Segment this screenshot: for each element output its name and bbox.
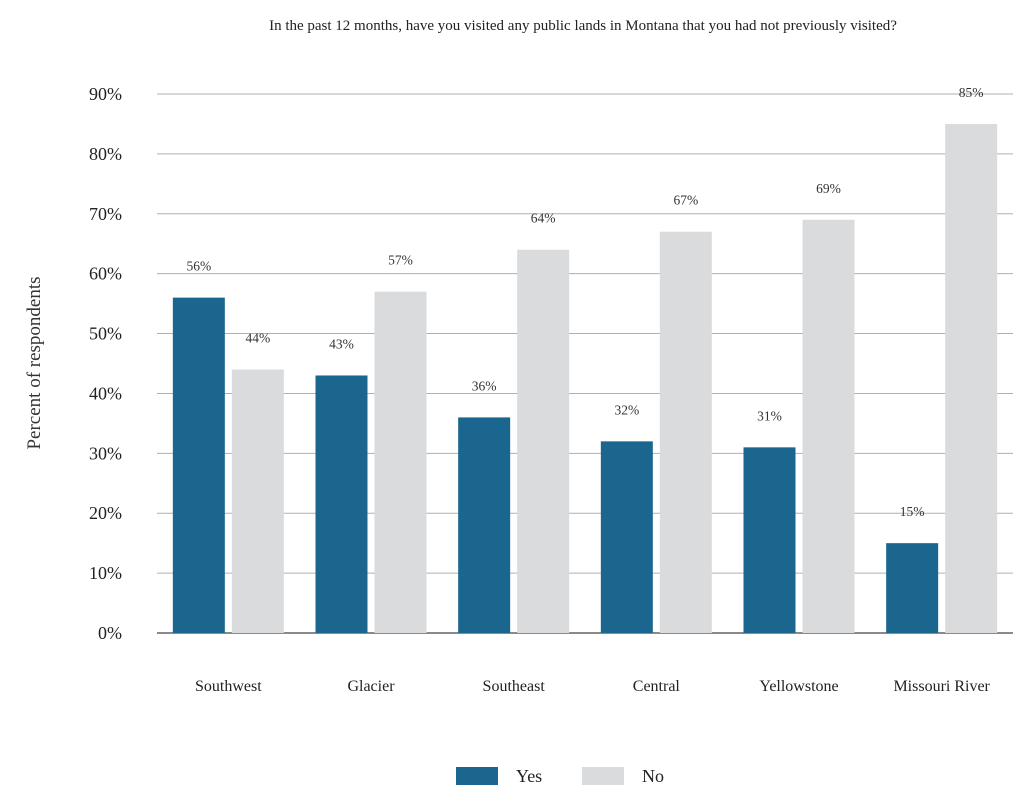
legend: Yes No [456,766,664,786]
bars [172,123,998,633]
bar-no-missouri-river [945,123,998,633]
data-label: 31% [757,408,782,423]
data-label: 85% [959,85,984,100]
y-tick-label: 30% [89,443,122,463]
data-label: 36% [472,378,497,393]
y-tick-label: 70% [89,204,122,224]
x-axis-categories: Southwest Glacier Southeast Central Yellowst… [195,678,991,695]
y-axis-label: Percent of respondents [24,276,45,449]
data-label: 64% [531,211,556,226]
chart-title: In the past 12 months, have you visited … [269,18,897,34]
y-tick-label: 90% [89,84,122,104]
bar-no-southeast [517,249,570,633]
legend-item-no: No [582,766,664,786]
y-tick-label: 20% [89,503,122,523]
category-label: Glacier [347,678,395,695]
bar-yes-central [600,441,653,633]
data-label: 32% [614,402,639,417]
data-label: 56% [186,259,211,274]
bar-yes-southwest [172,297,225,633]
data-label: 57% [388,253,413,268]
bar-no-glacier [374,291,427,633]
y-tick-label: 0% [98,623,122,643]
category-label: Central [633,678,681,695]
legend-label: No [642,766,664,786]
legend-label: Yes [516,766,542,786]
data-label: 15% [900,504,925,519]
gridlines [157,93,1013,634]
y-tick-label: 60% [89,264,122,284]
category-label: Yellowstone [759,678,838,695]
bar-no-yellowstone [802,219,855,633]
category-label: Missouri River [893,678,990,695]
y-tick-label: 10% [89,563,122,583]
y-axis-ticks: 0% 10% 20% 30% 40% 50% 60% 70% 80% 90% [89,84,122,643]
data-label: 44% [245,330,270,345]
y-tick-label: 40% [89,383,122,403]
data-labels: 56% 44% 43% 57% 36% 64% 32% 67% 31% 69% 15% 85% [186,85,983,519]
data-label: 67% [673,193,698,208]
bar-yes-southeast [458,417,511,633]
bar-no-southwest [231,369,284,633]
category-label: Southeast [483,678,546,695]
bar-yes-glacier [315,375,368,633]
category-label: Southwest [195,678,262,695]
legend-swatch [456,767,498,785]
y-tick-label: 50% [89,324,122,344]
legend-swatch [582,767,624,785]
bar-yes-missouri-river [886,543,939,633]
bar-yes-yellowstone [743,447,796,633]
legend-item-yes: Yes [456,766,542,786]
data-label: 69% [816,181,841,196]
data-label: 43% [329,336,354,351]
bar-no-central [659,231,712,633]
y-tick-label: 80% [89,144,122,164]
